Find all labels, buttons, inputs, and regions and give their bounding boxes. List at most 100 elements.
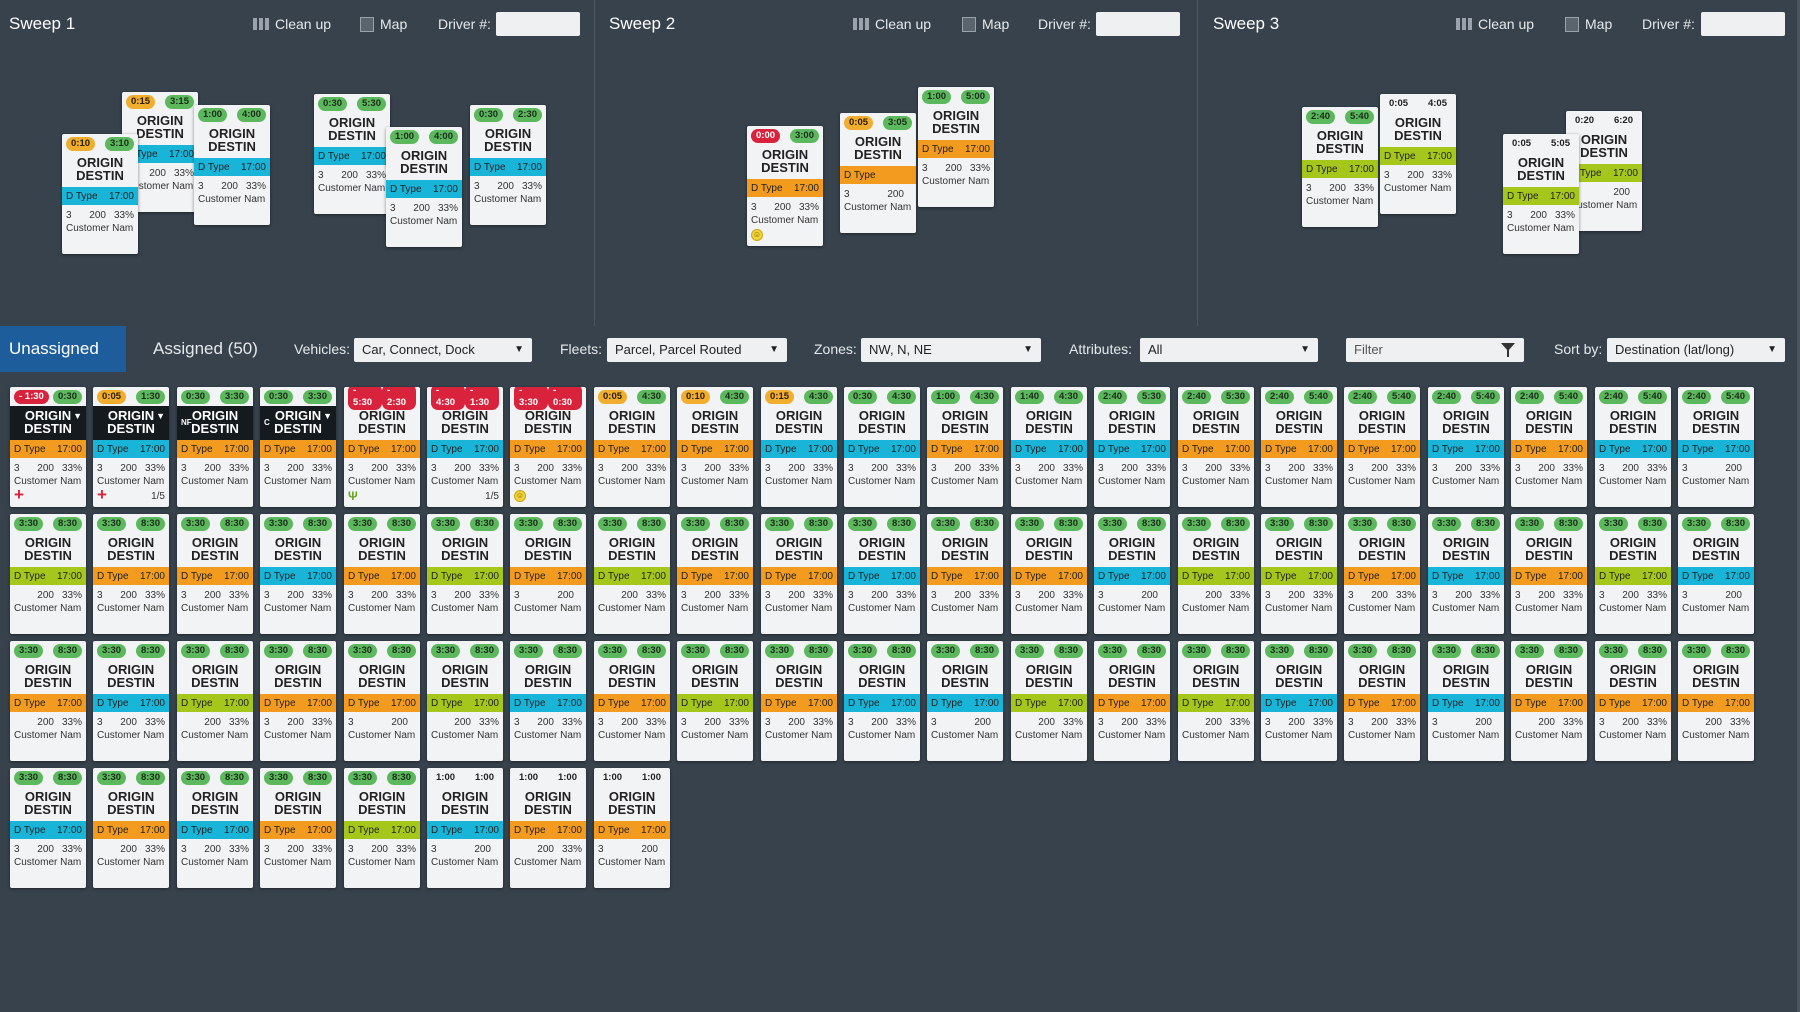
sweep-order-card[interactable]: 0:30 2:30 ORIGIN DESTIN D Type 17:00 3 200 33% Cu…	[470, 105, 546, 225]
sweep-order-card[interactable]: 0:00 3:00 ORIGIN DESTIN D Type 17:00 3 200 33% Cu…	[747, 126, 823, 246]
unassigned-order-card[interactable]: 3:30 8:30 ORIGIN DESTIN D Type 17:00 3 200 33% Cu…	[260, 641, 336, 761]
unassigned-order-card[interactable]: 3:30 8:30 ORIGIN DESTIN D Type 17:00 3 200 33% Cu…	[1011, 514, 1087, 634]
unassigned-order-card[interactable]: 2:40 5:40 ORIGIN DESTIN D Type 17:00 3 200 33% Cu…	[1261, 387, 1337, 507]
unassigned-order-card[interactable]: 3:30 8:30 ORIGIN DESTIN D Type 17:00 3 200 33% Cu…	[1344, 514, 1420, 634]
sweep-order-card[interactable]: 0:05 3:05 ORIGIN DESTIN D Type 3 200 Customer N…	[840, 113, 916, 233]
unassigned-order-card[interactable]: - 3:30- 0:30 ORIGIN DESTIN D Type 17:00 3 200 3…	[510, 387, 586, 507]
zones-select[interactable]: NW, N, NE ▼	[861, 338, 1041, 362]
cleanup-button[interactable]: Clean up	[853, 16, 931, 32]
vehicles-select[interactable]: Car, Connect, Dock ▼	[354, 338, 532, 362]
unassigned-order-card[interactable]: 0:05 4:30 ORIGIN DESTIN D Type 17:00 3 200 33% Cu…	[594, 387, 670, 507]
unassigned-order-card[interactable]: 3:30 8:30 ORIGIN DESTIN D Type 17:00 3 200 33% Cu…	[177, 514, 253, 634]
unassigned-order-card[interactable]: 3:30 8:30 ORIGIN DESTIN D Type 17:00 3 200 33% Cu…	[1511, 514, 1587, 634]
unassigned-order-card[interactable]: 3:30 8:30 ORIGIN DESTIN D Type 17:00 3 200 33% Cu…	[677, 641, 753, 761]
unassigned-order-card[interactable]: 3:30 8:30 ORIGIN DESTIN D Type 17:00 3 200 Custo…	[1678, 514, 1754, 634]
sweep-order-card[interactable]: 0:10 3:10 ORIGIN DESTIN D Type 17:00 3 200 33% Cu…	[62, 134, 138, 254]
map-button[interactable]: Map	[360, 16, 407, 32]
sweep-panel-1[interactable]: Sweep 1 Clean up Map Driver #:	[0, 0, 594, 326]
unassigned-order-card[interactable]: 0:05 1:30 ORIGIN DESTIN ▼ D Type 17:00 3 200 33% C…	[93, 387, 169, 507]
unassigned-order-card[interactable]: 2:40 5:30 ORIGIN DESTIN D Type 17:00 3 200 33% Cu…	[1178, 387, 1254, 507]
unassigned-order-card[interactable]: 2:40 5:40 ORIGIN DESTIN D Type 17:00 3 200 33% Cu…	[1344, 387, 1420, 507]
unassigned-order-card[interactable]: 3:30 8:30 ORIGIN DESTIN D Type 17:00 3 200 33% Cu…	[177, 768, 253, 888]
map-button[interactable]: Map	[962, 16, 1009, 32]
filter-input[interactable]: Filter	[1346, 338, 1524, 362]
unassigned-order-card[interactable]: 3:30 8:30 ORIGIN DESTIN D Type 17:00 3 200 33% Cu…	[344, 514, 420, 634]
sweep-order-card[interactable]: 0:05 5:05 ORIGIN DESTIN D Type 17:00 3 200 33% Cu…	[1503, 134, 1579, 254]
unassigned-order-card[interactable]: 3:30 8:30 ORIGIN DESTIN D Type 17:00 3 200 Custo…	[1094, 514, 1170, 634]
unassigned-order-card[interactable]: 3:30 8:30 ORIGIN DESTIN D Type 17:00 3 200 33% Cu…	[1261, 514, 1337, 634]
unassigned-order-card[interactable]: 3:30 8:30 ORIGIN DESTIN D Type 17:00 3 200 33% Cu…	[761, 641, 837, 761]
unassigned-order-card[interactable]: 3:30 8:30 ORIGIN DESTIN D Type 17:00 3 200 33% Cu…	[344, 768, 420, 888]
unassigned-order-card[interactable]: 2:40 5:40 ORIGIN DESTIN D Type 17:00 3 200 33% Cu…	[1595, 387, 1671, 507]
sweep-order-card[interactable]: 2:40 5:40 ORIGIN DESTIN D Type 17:00 3 200 33% Cu…	[1302, 107, 1378, 227]
unassigned-order-card[interactable]: 0:30 3:30 NF ORIGIN DESTIN D Type 17:00 3 200 33%…	[177, 387, 253, 507]
unassigned-order-card[interactable]: 1:00 1:00 ORIGIN DESTIN D Type 17:00 200 33% Cus…	[510, 768, 586, 888]
map-button[interactable]: Map	[1565, 16, 1612, 32]
unassigned-order-card[interactable]: 2:40 5:40 ORIGIN DESTIN D Type 17:00 3 200 Custo…	[1678, 387, 1754, 507]
unassigned-order-card[interactable]: 3:30 8:30 ORIGIN DESTIN D Type 17:00 3 200 33% Cu…	[427, 514, 503, 634]
unassigned-order-card[interactable]: 3:30 8:30 ORIGIN DESTIN D Type 17:00 200 33% Cus…	[10, 514, 86, 634]
driver-number-input[interactable]	[1701, 12, 1785, 36]
unassigned-order-card[interactable]: 3:30 8:30 ORIGIN DESTIN D Type 17:00 3 200 33% Cu…	[1595, 514, 1671, 634]
sweep-order-card[interactable]: 1:00 4:00 ORIGIN DESTIN D Type 17:00 3 200 33% Cu…	[386, 127, 462, 247]
sweep-panel-3[interactable]: Sweep 3 Clean up Map Driver #:	[1198, 0, 1798, 326]
sweep-order-card[interactable]: 0:05 4:05 ORIGIN DESTIN D Type 17:00 3 200 33% Cu…	[1380, 94, 1456, 214]
unassigned-order-card[interactable]: - 1:30 0:30 ORIGIN DESTIN ▼ D Type 17:00 3 200 33…	[10, 387, 86, 507]
unassigned-order-card[interactable]: 3:30 8:30 ORIGIN DESTIN D Type 17:00 200 33% Cus…	[1178, 641, 1254, 761]
unassigned-order-card[interactable]: 3:30 8:30 ORIGIN DESTIN D Type 17:00 3 200 33% Cu…	[93, 514, 169, 634]
unassigned-order-card[interactable]: 3:30 8:30 ORIGIN DESTIN D Type 17:00 3 200 Custo…	[1428, 641, 1504, 761]
sweep-order-card[interactable]: 1:00 5:00 ORIGIN DESTIN D Type 17:00 3 200 33% Cu…	[918, 87, 994, 207]
sweep-panel-2[interactable]: Sweep 2 Clean up Map Driver #:	[595, 0, 1197, 326]
unassigned-order-card[interactable]: 3:30 8:30 ORIGIN DESTIN D Type 17:00 3 200 33% Cu…	[1595, 641, 1671, 761]
unassigned-order-card[interactable]: 3:30 8:30 ORIGIN DESTIN D Type 17:00 200 33% Cus…	[427, 641, 503, 761]
unassigned-order-card[interactable]: 1:00 4:30 ORIGIN DESTIN D Type 17:00 3 200 33% Cu…	[927, 387, 1003, 507]
unassigned-order-card[interactable]: 3:30 8:30 ORIGIN DESTIN D Type 17:00 200 33% Cus…	[1178, 514, 1254, 634]
unassigned-order-card[interactable]: 1:00 1:00 ORIGIN DESTIN D Type 17:00 3 200 Custo…	[427, 768, 503, 888]
unassigned-order-card[interactable]: - 5:30- 2:30 ORIGIN DESTIN D Type 17:00 3 200 3…	[344, 387, 420, 507]
unassigned-order-card[interactable]: 3:30 8:30 ORIGIN DESTIN D Type 17:00 3 200 33% Cu…	[677, 514, 753, 634]
unassigned-order-card[interactable]: 3:30 8:30 ORIGIN DESTIN D Type 17:00 3 200 33% Cu…	[260, 514, 336, 634]
sort-by-select[interactable]: Destination (lat/long) ▼	[1607, 338, 1785, 362]
unassigned-order-card[interactable]: 3:30 8:30 ORIGIN DESTIN D Type 17:00 3 200 33% Cu…	[927, 514, 1003, 634]
sweep-order-card[interactable]: 0:30 5:30 ORIGIN DESTIN D Type 17:00 3 200 33% Cu…	[314, 94, 390, 214]
unassigned-order-card[interactable]: 3:30 8:30 ORIGIN DESTIN D Type 17:00 3 200 33% Cu…	[10, 768, 86, 888]
unassigned-order-card[interactable]: 3:30 8:30 ORIGIN DESTIN D Type 17:00 3 200 Custo…	[344, 641, 420, 761]
unassigned-order-card[interactable]: 3:30 8:30 ORIGIN DESTIN D Type 17:00 3 200 33% Cu…	[93, 641, 169, 761]
sweep-order-card[interactable]: 1:00 4:00 ORIGIN DESTIN D Type 17:00 3 200 33% Cu…	[194, 105, 270, 225]
unassigned-order-card[interactable]: 3:30 8:30 ORIGIN DESTIN D Type 17:00 200 33% Cus…	[1511, 641, 1587, 761]
unassigned-order-card[interactable]: 3:30 8:30 ORIGIN DESTIN D Type 17:00 3 200 Custo…	[510, 514, 586, 634]
unassigned-order-card[interactable]: 3:30 8:30 ORIGIN DESTIN D Type 17:00 3 200 33% Cu…	[594, 641, 670, 761]
attributes-select[interactable]: All ▼	[1140, 338, 1318, 362]
unassigned-order-card[interactable]: 2:40 5:30 ORIGIN DESTIN D Type 17:00 3 200 33% Cu…	[1094, 387, 1170, 507]
cleanup-button[interactable]: Clean up	[253, 16, 331, 32]
unassigned-order-card[interactable]: 3:30 8:30 ORIGIN DESTIN D Type 17:00 3 200 33% Cu…	[1261, 641, 1337, 761]
unassigned-order-card[interactable]: - 4:30- 1:30 ORIGIN DESTIN D Type 17:00 3 200 3…	[427, 387, 503, 507]
unassigned-order-card[interactable]: 3:30 8:30 ORIGIN DESTIN D Type 17:00 3 200 33% Cu…	[1344, 641, 1420, 761]
unassigned-order-card[interactable]: 3:30 8:30 ORIGIN DESTIN D Type 17:00 3 200 33% Cu…	[260, 768, 336, 888]
unassigned-order-card[interactable]: 3:30 8:30 ORIGIN DESTIN D Type 17:00 3 200 33% Cu…	[844, 641, 920, 761]
unassigned-order-card[interactable]: 1:40 4:30 ORIGIN DESTIN D Type 17:00 3 200 33% Cu…	[1011, 387, 1087, 507]
tab-unassigned[interactable]: Unassigned (72)	[0, 326, 126, 404]
unassigned-order-card[interactable]: 3:30 8:30 ORIGIN DESTIN D Type 17:00 3 200 33% Cu…	[1094, 641, 1170, 761]
unassigned-order-card[interactable]: 1:00 1:00 ORIGIN DESTIN D Type 17:00 3 200 Custo…	[594, 768, 670, 888]
unassigned-order-card[interactable]: 3:30 8:30 ORIGIN DESTIN D Type 17:00 200 33% Cus…	[93, 768, 169, 888]
unassigned-order-card[interactable]: 0:10 4:30 ORIGIN DESTIN D Type 17:00 3 200 33% Cu…	[677, 387, 753, 507]
unassigned-order-card[interactable]: 0:15 4:30 ORIGIN DESTIN D Type 17:00 3 200 33% Cu…	[761, 387, 837, 507]
driver-number-input[interactable]	[496, 12, 580, 36]
unassigned-order-card[interactable]: 3:30 8:30 ORIGIN DESTIN D Type 17:00 3 200 33% Cu…	[761, 514, 837, 634]
tab-assigned[interactable]: Assigned (50)	[153, 339, 258, 358]
unassigned-order-card[interactable]: 3:30 8:30 ORIGIN DESTIN D Type 17:00 200 33% Cus…	[10, 641, 86, 761]
unassigned-order-card[interactable]: 3:30 8:30 ORIGIN DESTIN D Type 17:00 3 200 33% Cu…	[844, 514, 920, 634]
driver-number-input[interactable]	[1096, 12, 1180, 36]
unassigned-order-card[interactable]: 2:40 5:40 ORIGIN DESTIN D Type 17:00 3 200 33% Cu…	[1428, 387, 1504, 507]
unassigned-order-card[interactable]: 3:30 8:30 ORIGIN DESTIN D Type 17:00 200 33% Cus…	[1678, 641, 1754, 761]
unassigned-order-card[interactable]: 3:30 8:30 ORIGIN DESTIN D Type 17:00 200 33% Cus…	[594, 514, 670, 634]
unassigned-order-card[interactable]: 2:40 5:40 ORIGIN DESTIN D Type 17:00 3 200 33% Cu…	[1511, 387, 1587, 507]
unassigned-order-card[interactable]: 0:30 4:30 ORIGIN DESTIN D Type 17:00 3 200 33% Cu…	[844, 387, 920, 507]
unassigned-order-card[interactable]: 3:30 8:30 ORIGIN DESTIN D Type 17:00 200 33% Cus…	[1011, 641, 1087, 761]
unassigned-order-card[interactable]: 3:30 8:30 ORIGIN DESTIN D Type 17:00 3 200 Custo…	[927, 641, 1003, 761]
fleets-select[interactable]: Parcel, Parcel Routed ▼	[607, 338, 787, 362]
unassigned-order-card[interactable]: 0:30 3:30 C ORIGIN DESTIN ▼ D Type 17:00 3 200 33%…	[260, 387, 336, 507]
cleanup-button[interactable]: Clean up	[1456, 16, 1534, 32]
unassigned-order-card[interactable]: 3:30 8:30 ORIGIN DESTIN D Type 17:00 3 200 33% Cu…	[510, 641, 586, 761]
